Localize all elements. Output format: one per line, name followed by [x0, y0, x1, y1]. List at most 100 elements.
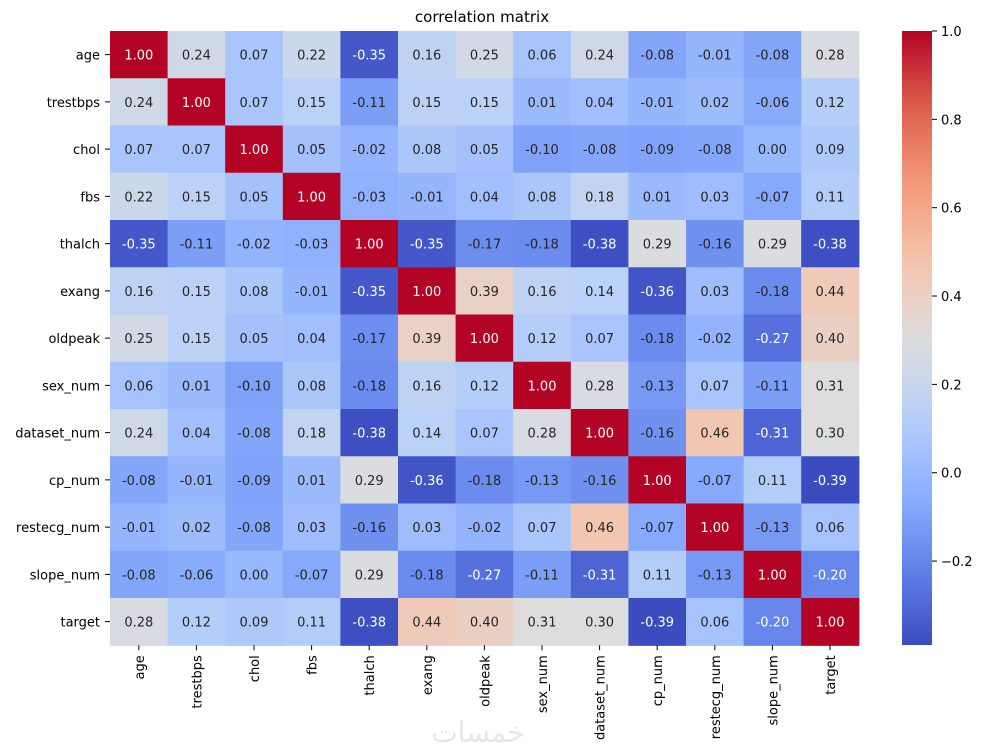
- cell-value: -0.31: [756, 427, 790, 442]
- cell-value: 0.15: [182, 285, 211, 300]
- heatmap-cell: [513, 503, 572, 552]
- cell-value: 0.06: [816, 521, 845, 536]
- cell-value: 0.44: [816, 285, 845, 300]
- row-label: sex_num: [42, 379, 100, 394]
- row-label: target: [60, 616, 100, 631]
- heatmap-cell: [801, 267, 860, 316]
- cell-value: -0.13: [640, 379, 674, 394]
- heatmap-cell: [628, 267, 687, 316]
- row-label: thalch: [60, 238, 100, 253]
- cell-value: 0.22: [124, 190, 153, 205]
- heatmap-cell: [455, 220, 514, 268]
- heatmap-cell: [686, 361, 745, 410]
- heatmap-cell: [743, 409, 802, 457]
- heatmap-cell: [570, 361, 629, 410]
- heatmap-cell: [455, 172, 514, 221]
- cell-value: 0.04: [470, 190, 499, 205]
- cell-value: 0.29: [355, 568, 384, 583]
- cell-value: -0.09: [640, 143, 674, 158]
- heatmap-cell: [225, 267, 284, 316]
- heatmap-cell: [628, 314, 687, 363]
- heatmap-cell: [801, 314, 860, 363]
- cell-value: 0.05: [240, 190, 269, 205]
- cell-value: -0.18: [468, 474, 502, 489]
- cell-value: 0.07: [700, 379, 729, 394]
- heatmap-cell: [282, 456, 341, 505]
- cell-value: 0.14: [412, 427, 441, 442]
- heatmap-cell: [282, 31, 341, 79]
- colorbar-tick-label: 0.8: [941, 113, 962, 128]
- heatmap-cell: [455, 550, 514, 599]
- row-label: trestbps: [47, 96, 101, 111]
- heatmap-cell: [110, 220, 169, 268]
- cell-value: 0.06: [124, 379, 153, 394]
- cell-value: -0.03: [295, 238, 329, 253]
- cell-value: -0.16: [583, 474, 617, 489]
- watermark: خمسات: [431, 716, 524, 749]
- cell-value: -0.10: [525, 143, 559, 158]
- heatmap-cell: [340, 172, 399, 221]
- cell-value: 1.00: [470, 332, 499, 347]
- heatmap-cell: [340, 550, 399, 599]
- cell-value: -0.06: [756, 96, 790, 111]
- heatmap-cell: [455, 456, 514, 505]
- heatmap-cell: [686, 503, 745, 552]
- cell-value: 0.01: [297, 474, 326, 489]
- colorbar-tick-label: 0.6: [941, 202, 962, 217]
- cell-value: 0.03: [297, 521, 326, 536]
- cell-value: 0.46: [585, 521, 614, 536]
- heatmap-cell: [225, 503, 284, 552]
- heatmap-cell: [225, 314, 284, 363]
- heatmap-cell: [340, 267, 399, 316]
- heatmap-cell: [398, 361, 457, 410]
- colorbar-tick-label: 1.0: [941, 25, 962, 40]
- cell-value: 0.39: [412, 332, 441, 347]
- chart-title: correlation matrix: [415, 8, 549, 26]
- heatmap-cell: [110, 267, 169, 316]
- heatmap-cell: [513, 550, 572, 599]
- cell-value: 1.00: [297, 190, 326, 205]
- column-label: restecg_num: [709, 655, 724, 739]
- cell-value: -0.08: [640, 49, 674, 64]
- heatmap-cell: [570, 409, 629, 457]
- heatmap-cell: [167, 220, 226, 268]
- heatmap-cell: [110, 409, 169, 457]
- cell-value: -0.20: [756, 616, 790, 631]
- cell-value: 0.24: [585, 49, 614, 64]
- cell-value: 0.05: [470, 143, 499, 158]
- cell-value: -0.11: [525, 568, 559, 583]
- heatmap-cell: [455, 409, 514, 457]
- cell-value: -0.31: [583, 568, 617, 583]
- cell-value: -0.36: [640, 285, 674, 300]
- cell-value: -0.11: [352, 96, 386, 111]
- heatmap-cell: [340, 361, 399, 410]
- heatmap-cell: [743, 125, 802, 174]
- cell-value: -0.16: [352, 521, 386, 536]
- cell-value: 0.40: [470, 616, 499, 631]
- cell-value: 0.12: [528, 332, 557, 347]
- heatmap-cell: [686, 409, 745, 457]
- cell-value: -0.08: [237, 521, 271, 536]
- cell-value: 0.04: [297, 332, 326, 347]
- heatmap-cell: [225, 78, 284, 127]
- heatmap-cells: [110, 31, 860, 646]
- cell-value: 0.07: [470, 427, 499, 442]
- cell-value: 0.07: [124, 143, 153, 158]
- heatmap-cell: [455, 125, 514, 174]
- cell-value: 1.00: [585, 427, 614, 442]
- heatmap-cell: [398, 409, 457, 457]
- heatmap-cell: [513, 456, 572, 505]
- cell-value: 0.29: [643, 238, 672, 253]
- heatmap-cell: [225, 172, 284, 221]
- heatmap-cell: [282, 220, 341, 268]
- heatmap-cell: [743, 267, 802, 316]
- heatmap-cell: [628, 456, 687, 505]
- heatmap-cell: [167, 125, 226, 174]
- cell-value: 1.00: [758, 568, 787, 583]
- cell-value: 0.00: [240, 568, 269, 583]
- heatmap-cell: [340, 31, 399, 79]
- cell-value: 1.00: [528, 379, 557, 394]
- cell-value: 0.06: [528, 49, 557, 64]
- cell-value: 0.07: [585, 332, 614, 347]
- cell-value: -0.20: [813, 568, 847, 583]
